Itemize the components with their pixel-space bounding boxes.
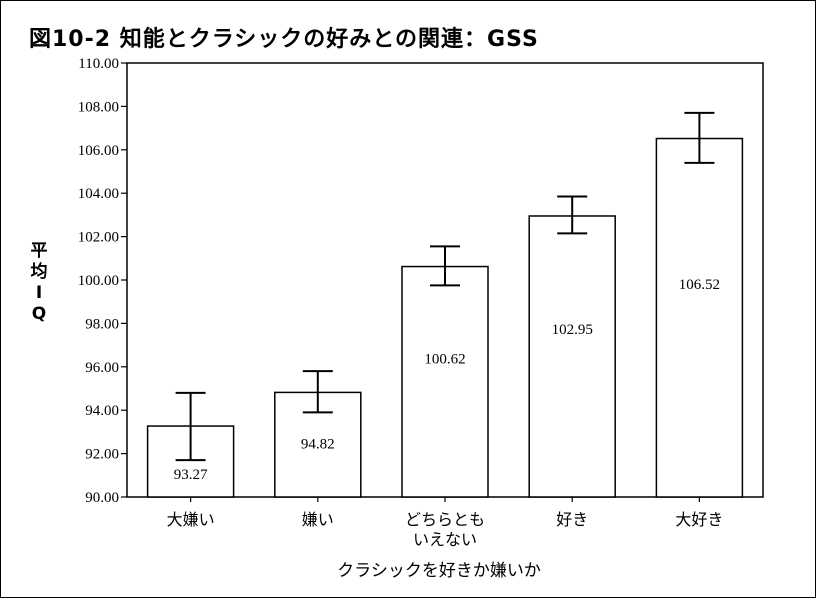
category-label-2-0: どちらとも (405, 510, 485, 529)
bar-4 (655, 137, 744, 498)
bar-2 (401, 265, 489, 498)
y-tick-label-6: 102.00 (78, 230, 119, 246)
y-tick-label-2: 94.00 (85, 403, 119, 419)
category-label-0: 大嫌い (167, 510, 215, 529)
y-tick-label-5: 100.00 (78, 273, 119, 289)
bar-3 (528, 215, 616, 498)
category-label-1: 嫌い (302, 510, 334, 529)
category-label-3: 好き (556, 510, 588, 529)
y-tick-label-1: 92.00 (85, 447, 119, 463)
y-axis-label-char-4: Q (31, 304, 47, 324)
y-tick-label-7: 104.00 (78, 186, 119, 202)
y-tick-label-9: 108.00 (78, 99, 119, 115)
y-tick-label-10: 110.00 (78, 56, 119, 72)
y-axis-label-char-3: I (35, 283, 43, 303)
value-label-0: 93.27 (174, 467, 208, 483)
y-axis-label-char-1: 平 (30, 241, 48, 261)
value-label-4: 106.52 (679, 277, 720, 293)
y-tick-label-4: 98.00 (85, 316, 119, 332)
y-tick-label-0: 90.00 (85, 490, 119, 506)
y-tick-label-3: 96.00 (85, 360, 119, 376)
y-axis-label-char-2: 均 (30, 262, 48, 282)
value-label-1: 94.82 (301, 436, 335, 452)
value-label-2: 100.62 (424, 351, 465, 367)
chart-title: 図10-2 知能とクラシックの好みとの関連：GSS (29, 27, 539, 52)
category-label-4: 大好き (675, 510, 723, 529)
y-axis-label: 平 均 I Q (27, 241, 51, 325)
value-label-3: 102.95 (552, 322, 593, 338)
x-axis-title: クラシックを好きか嫌いか (337, 561, 541, 581)
category-label-2-1: いえない (413, 530, 477, 549)
y-tick-label-8: 106.00 (78, 143, 119, 159)
